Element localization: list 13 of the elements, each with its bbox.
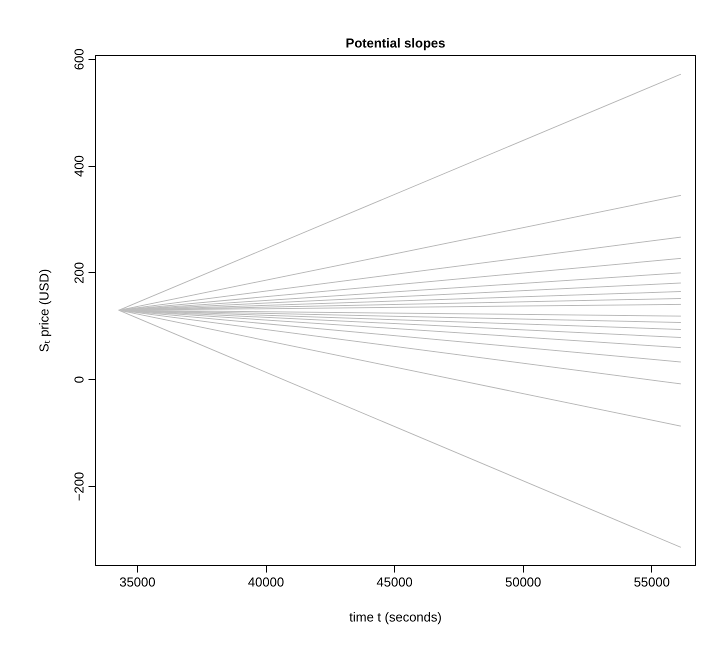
x-axis-title: time t (seconds) bbox=[349, 610, 442, 624]
y-tick-label: 600 bbox=[72, 48, 86, 70]
x-tick-label: 55000 bbox=[634, 574, 670, 590]
y-tick-label: −200 bbox=[72, 472, 86, 502]
chart-title: Potential slopes bbox=[346, 36, 446, 50]
x-tick-label: 35000 bbox=[119, 574, 156, 590]
x-tick-label: 50000 bbox=[505, 574, 542, 590]
y-tick-label: 400 bbox=[72, 155, 86, 177]
y-axis-title: Sₜ price (USD) bbox=[36, 268, 52, 352]
x-tick-label: 40000 bbox=[248, 574, 284, 590]
x-tick-label: 45000 bbox=[376, 574, 413, 590]
y-tick-label: 0 bbox=[72, 376, 86, 384]
y-tick-label: 200 bbox=[72, 262, 86, 284]
